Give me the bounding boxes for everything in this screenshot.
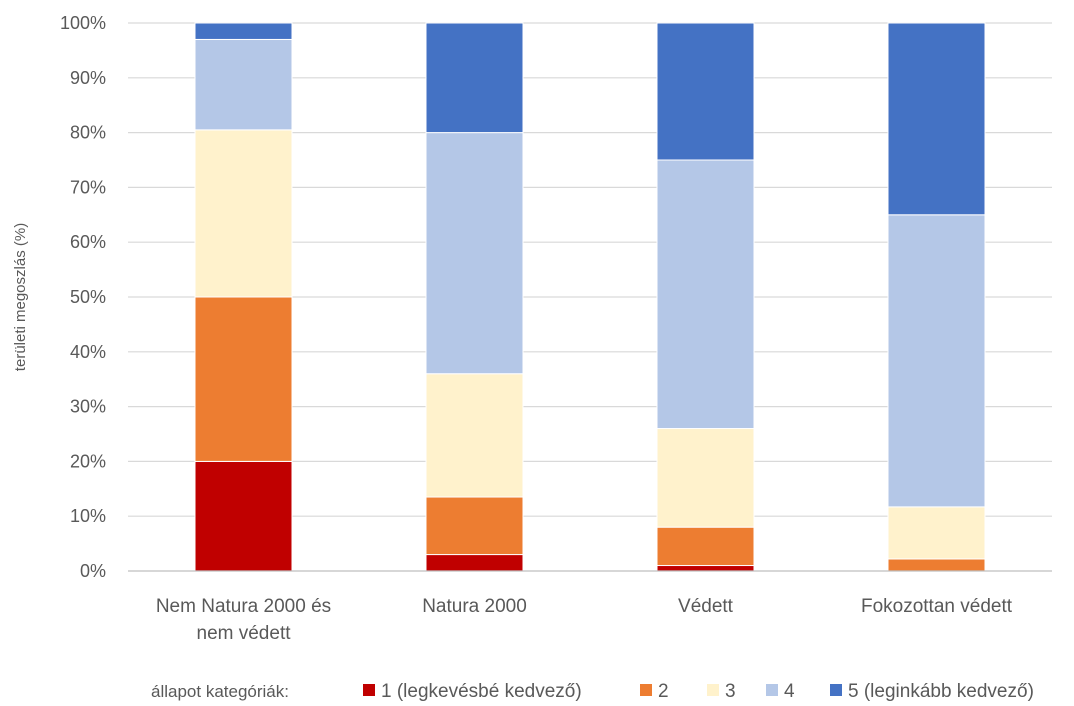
- bar-segment: [194, 460, 293, 572]
- x-category-label: Fokozottan védett: [861, 596, 1013, 617]
- legend-label: 3: [725, 681, 736, 702]
- y-tick-label: 80%: [70, 123, 106, 143]
- y-tick-label: 100%: [60, 13, 106, 33]
- legend-title: állapot kategóriák:: [151, 682, 289, 701]
- bar-segment: [887, 558, 986, 572]
- bar-segment: [425, 496, 524, 556]
- x-category-label: Natura 2000: [422, 596, 527, 617]
- y-tick-label: 50%: [70, 287, 106, 307]
- y-tick-label: 10%: [70, 506, 106, 526]
- legend-swatch: [830, 684, 842, 696]
- legend-swatch: [363, 684, 375, 696]
- bar-segment: [656, 22, 755, 161]
- x-category-label: Nem Natura 2000 és: [156, 596, 331, 617]
- x-category-label: Védett: [678, 596, 734, 617]
- bar-segment: [425, 132, 524, 375]
- bar-segment: [887, 22, 986, 216]
- bar-segment: [425, 22, 524, 134]
- legend-label: 2: [658, 681, 669, 702]
- legend-swatch: [640, 684, 652, 696]
- y-tick-label: 40%: [70, 342, 106, 362]
- y-axis-title: területi megoszlás (%): [12, 223, 29, 371]
- bar-segment: [194, 38, 293, 131]
- bar-segment: [194, 22, 293, 40]
- bar-segment: [656, 159, 755, 430]
- legend-label: 5 (leginkább kedvező): [848, 681, 1034, 702]
- bar-segment: [656, 565, 755, 572]
- bar-segment: [887, 214, 986, 508]
- x-category-label: nem védett: [197, 623, 292, 644]
- y-tick-label: 20%: [70, 451, 106, 471]
- bar-segment: [656, 526, 755, 567]
- y-tick-label: 60%: [70, 232, 106, 252]
- bar-segment: [656, 428, 755, 528]
- legend-label: 1 (legkevésbé kedvező): [381, 681, 582, 702]
- bar-segment: [887, 506, 986, 560]
- legend-label: 4: [784, 681, 795, 702]
- y-axis-ticks: 0% 10% 20% 30% 40% 50% 60% 70% 80% 90% 100%: [60, 13, 106, 581]
- y-tick-label: 30%: [70, 397, 106, 417]
- bar-segment: [194, 296, 293, 462]
- bar-segment: [425, 554, 524, 572]
- y-tick-label: 70%: [70, 177, 106, 197]
- bars: [194, 22, 986, 572]
- legend-swatch: [707, 684, 719, 696]
- legend-swatch: [766, 684, 778, 696]
- y-tick-label: 0%: [80, 561, 106, 581]
- category-labels: Nem Natura 2000 és nem védett Natura 2000 V…: [156, 596, 1013, 644]
- bar-segment: [425, 373, 524, 498]
- bar-segment: [194, 129, 293, 298]
- legend: állapot kategóriák: 1 (legkevésbé kedvez…: [151, 681, 1034, 702]
- y-tick-label: 90%: [70, 68, 106, 88]
